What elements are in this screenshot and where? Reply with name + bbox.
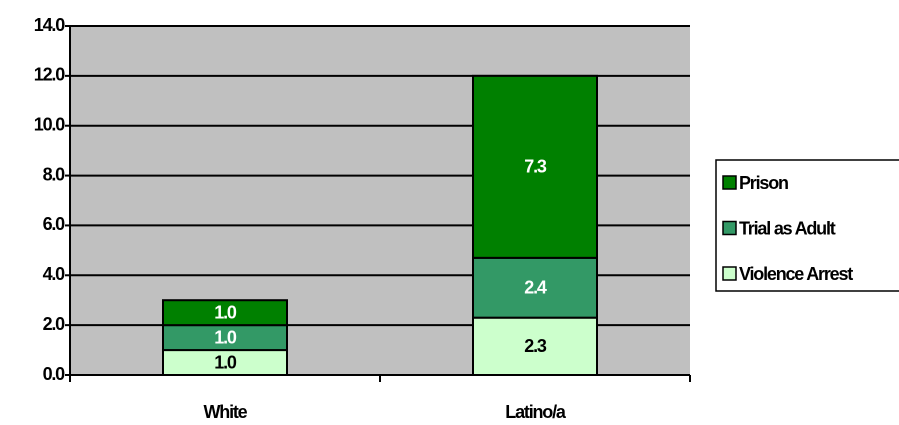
data-label: 2.4 xyxy=(524,278,547,298)
legend-box xyxy=(715,159,899,292)
y-tick-label: 4.0 xyxy=(43,264,66,284)
bar-segment xyxy=(162,299,288,327)
legend-swatch xyxy=(722,266,737,281)
data-label: 1.0 xyxy=(214,352,237,372)
y-tick-label: 10.0 xyxy=(34,114,65,134)
bar-segment xyxy=(472,74,598,259)
y-tick-label: 14.0 xyxy=(34,15,65,35)
bar-segment xyxy=(472,256,598,319)
legend-label: Violence Arrest xyxy=(739,264,853,284)
y-tick-label: 8.0 xyxy=(43,164,66,184)
y-tick-label: 12.0 xyxy=(34,65,65,85)
x-tick-label: White xyxy=(204,402,248,422)
data-label: 1.0 xyxy=(214,302,237,322)
x-tick-label: Latino/a xyxy=(505,402,567,422)
y-tick-label: 6.0 xyxy=(43,214,66,234)
y-tick-label: 0.0 xyxy=(43,364,66,384)
data-label: 1.0 xyxy=(214,327,237,347)
legend-label: Trial as Adult xyxy=(739,218,836,238)
y-tick-label: 2.0 xyxy=(43,314,66,334)
data-label: 2.3 xyxy=(524,336,547,356)
legend-swatch xyxy=(722,175,737,190)
bar-segment xyxy=(472,316,598,376)
legend-swatch xyxy=(722,220,737,236)
data-label: 7.3 xyxy=(524,157,547,177)
legend-label: Prison xyxy=(739,173,788,193)
bar-segment xyxy=(162,324,288,352)
